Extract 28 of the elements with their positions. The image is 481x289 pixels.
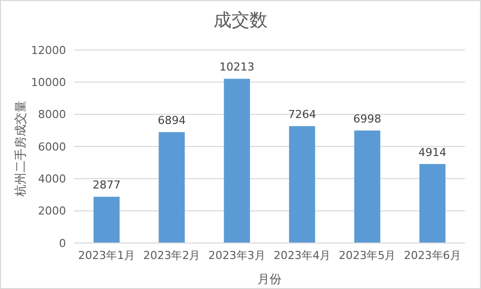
y-tick-label: 8000 — [38, 108, 66, 122]
x-tick-label: 2023年2月 — [143, 248, 200, 262]
data-label: 2877 — [92, 178, 121, 192]
data-label: 6894 — [158, 114, 186, 128]
bar — [419, 164, 446, 243]
x-tick-label: 2023年3月 — [208, 248, 266, 262]
y-tick-label: 10000 — [31, 76, 66, 90]
bar — [94, 196, 120, 243]
y-tick-label: 2000 — [38, 204, 66, 218]
x-axis-title: 月份 — [258, 272, 282, 286]
y-tick-label: 0 — [59, 236, 66, 250]
data-label: 4914 — [418, 146, 446, 159]
x-tick-label: 2023年4月 — [274, 248, 331, 262]
y-tick-label: 12000 — [31, 44, 66, 57]
data-label: 10213 — [219, 60, 254, 74]
bar — [158, 132, 185, 243]
data-label: 7264 — [288, 108, 316, 122]
x-tick-label: 2023年1月 — [78, 248, 136, 262]
bar — [354, 130, 380, 243]
data-label: 6998 — [353, 112, 382, 126]
y-tick-label: 6000 — [38, 140, 66, 154]
chart-title: 成交数 — [212, 9, 268, 32]
bar — [289, 126, 316, 243]
x-tick-label: 2023年6月 — [404, 248, 461, 262]
y-tick-label: 4000 — [38, 172, 66, 186]
bar — [224, 78, 250, 243]
y-axis-title: 杭州二手房成交量 — [13, 100, 28, 198]
x-tick-label: 2023年5月 — [338, 248, 396, 262]
